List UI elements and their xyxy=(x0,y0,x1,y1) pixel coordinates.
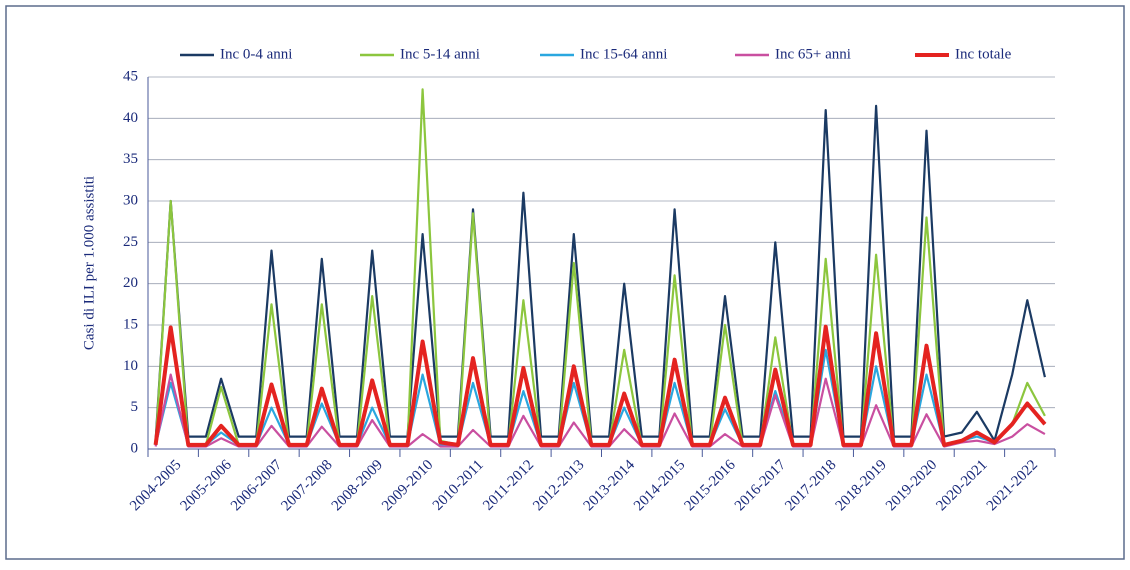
y-tick-label: 0 xyxy=(131,440,139,456)
legend-label: Inc 15-64 anni xyxy=(580,46,667,62)
series-line xyxy=(154,104,1046,442)
y-tick-label: 40 xyxy=(123,110,138,126)
frame xyxy=(5,5,1125,560)
y-tick-label: 25 xyxy=(123,234,138,250)
y-tick-label: 15 xyxy=(123,316,138,332)
legend-label: Inc 0-4 anni xyxy=(220,46,292,62)
y-tick-label: 20 xyxy=(123,275,138,291)
y-tick-label: 30 xyxy=(123,192,138,208)
legend-label: Inc 5-14 anni xyxy=(400,46,480,62)
series-line xyxy=(153,324,1047,447)
legend-label: Inc totale xyxy=(955,46,1012,62)
legend-label: Inc 65+ anni xyxy=(775,46,851,62)
y-tick-label: 10 xyxy=(123,358,138,374)
y-tick-label: 5 xyxy=(131,399,139,415)
y-axis-title: Casi di ILI per 1.000 assistiti xyxy=(81,176,97,350)
y-tick-label: 35 xyxy=(123,151,138,167)
y-tick-label: 45 xyxy=(123,68,138,84)
